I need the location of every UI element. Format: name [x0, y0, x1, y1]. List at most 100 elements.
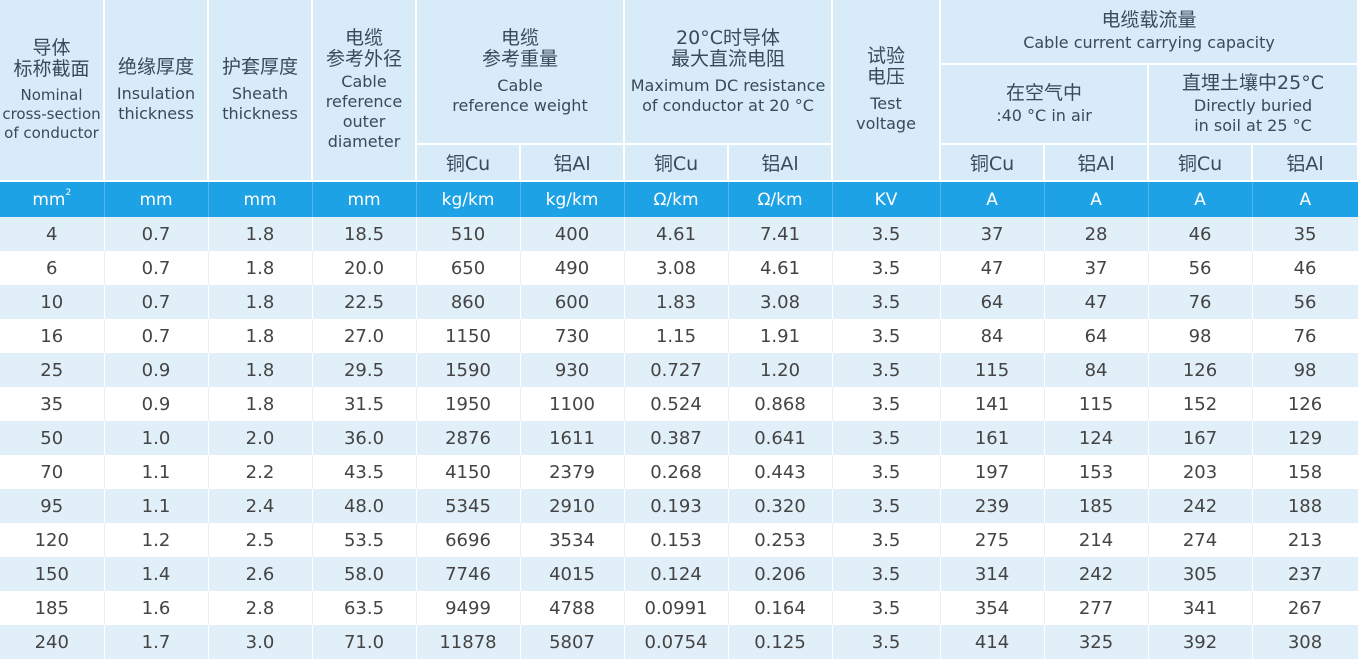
- table-cell: 76: [1252, 319, 1358, 353]
- table-cell: 277: [1044, 591, 1149, 625]
- table-cell: 354: [940, 591, 1045, 625]
- table-cell: 274: [1148, 523, 1253, 557]
- header-weight-en: Cable reference weight: [452, 75, 588, 115]
- table-cell: 98: [1148, 319, 1253, 353]
- data-rows: 4 0.7 1.8 18.5 510 400 4.61 7.41 3.5 37 28 46 35 6 0.7…: [0, 217, 1358, 659]
- table-cell: 2.4: [208, 489, 313, 523]
- table-cell: 0.0754: [624, 625, 729, 659]
- table-cell: 1.20: [728, 353, 833, 387]
- header-air-zh: 在空气中: [1006, 81, 1083, 104]
- table-cell: 50: [0, 421, 105, 455]
- table-cell: 141: [940, 387, 1045, 421]
- table-cell: 188: [1252, 489, 1358, 523]
- table-cell: 31.5: [312, 387, 417, 421]
- table-cell: 3.5: [832, 319, 941, 353]
- table-cell: 7.41: [728, 217, 833, 251]
- table-cell: 414: [940, 625, 1045, 659]
- unit-cell: kg/km: [520, 181, 625, 217]
- table-cell: 3.5: [832, 251, 941, 285]
- table-cell: 35: [1252, 217, 1358, 251]
- table-row: 16 0.7 1.8 27.0 1150 730 1.15 1.91 3.5 84 64 98 76: [0, 319, 1358, 353]
- table-cell: 1.4: [104, 557, 209, 591]
- table-cell: 239: [940, 489, 1045, 523]
- table-cell: 1.8: [208, 217, 313, 251]
- table-cell: 0.443: [728, 455, 833, 489]
- table-cell: 0.125: [728, 625, 833, 659]
- table-cell: 0.7: [104, 251, 209, 285]
- header-nominal-en: Nominal cross-section of conductor: [2, 85, 101, 142]
- table-cell: 197: [940, 455, 1045, 489]
- table-cell: 3.5: [832, 455, 941, 489]
- header-diameter-en: Cable reference outer diameter: [325, 72, 403, 151]
- table-cell: 58.0: [312, 557, 417, 591]
- table-cell: 1.1: [104, 455, 209, 489]
- table-cell: 930: [520, 353, 625, 387]
- table-cell: 3.5: [832, 591, 941, 625]
- unit-cell: mm: [104, 181, 209, 217]
- table-cell: 115: [1044, 387, 1149, 421]
- table-cell: 150: [0, 557, 105, 591]
- table-cell: 308: [1252, 625, 1358, 659]
- table-row: 185 1.6 2.8 63.5 9499 4788 0.0991 0.164 3.5 354 27…: [0, 591, 1358, 625]
- table-cell: 1950: [416, 387, 521, 421]
- table-cell: 10: [0, 285, 105, 319]
- table-cell: 4: [0, 217, 105, 251]
- header-resistance-zh: 20°C时导体 最大直流电阻: [671, 26, 786, 70]
- table-cell: 341: [1148, 591, 1253, 625]
- table-cell: 11878: [416, 625, 521, 659]
- table-cell: 0.524: [624, 387, 729, 421]
- table-cell: 0.7: [104, 217, 209, 251]
- header-capacity-en: Cable current carrying capacity: [1023, 33, 1275, 52]
- table-cell: 70: [0, 455, 105, 489]
- table-cell: 28: [1044, 217, 1149, 251]
- table-cell: 242: [1044, 557, 1149, 591]
- table-cell: 4015: [520, 557, 625, 591]
- table-cell: 84: [940, 319, 1045, 353]
- table-cell: 9499: [416, 591, 521, 625]
- table-cell: 0.641: [728, 421, 833, 455]
- table-cell: 1.2: [104, 523, 209, 557]
- table-cell: 5345: [416, 489, 521, 523]
- table-cell: 3.08: [728, 285, 833, 319]
- table-cell: 84: [1044, 353, 1149, 387]
- table-cell: 5807: [520, 625, 625, 659]
- header-resistance-al: 铝Al: [728, 144, 834, 182]
- table-cell: 237: [1252, 557, 1358, 591]
- unit-cell: A: [1148, 181, 1253, 217]
- table-cell: 0.193: [624, 489, 729, 523]
- table-cell: 1.8: [208, 319, 313, 353]
- table-cell: 126: [1252, 387, 1358, 421]
- table-cell: 0.9: [104, 353, 209, 387]
- table-cell: 1.1: [104, 489, 209, 523]
- table-cell: 305: [1148, 557, 1253, 591]
- table-row: 50 1.0 2.0 36.0 2876 1611 0.387 0.641 3.5 161 124 1…: [0, 421, 1358, 455]
- table-cell: 730: [520, 319, 625, 353]
- table-cell: 275: [940, 523, 1045, 557]
- table-cell: 29.5: [312, 353, 417, 387]
- table-cell: 7746: [416, 557, 521, 591]
- table-cell: 0.0991: [624, 591, 729, 625]
- table-cell: 213: [1252, 523, 1358, 557]
- header-voltage-zh: 试验 电压: [867, 45, 906, 88]
- table-row: 240 1.7 3.0 71.0 11878 5807 0.0754 0.125 3.5 414 3…: [0, 625, 1358, 659]
- table-cell: 0.7: [104, 285, 209, 319]
- unit-cell: mm2: [0, 181, 105, 217]
- table-cell: 2.2: [208, 455, 313, 489]
- table-cell: 53.5: [312, 523, 417, 557]
- header-weight-zh: 电缆 参考重量: [481, 26, 558, 70]
- header-sheath-thickness: 护套厚度 Sheath thickness: [208, 0, 313, 182]
- table-cell: 1.0: [104, 421, 209, 455]
- header-insulation-en: Insulation thickness: [116, 83, 196, 123]
- header-insulation-zh: 绝缘厚度: [117, 55, 194, 78]
- table-cell: 4.61: [624, 217, 729, 251]
- table-cell: 3.5: [832, 557, 941, 591]
- header-air-al: 铝Al: [1044, 144, 1150, 182]
- table-cell: 0.868: [728, 387, 833, 421]
- table-cell: 3.08: [624, 251, 729, 285]
- header-weight-al: 铝Al: [520, 144, 625, 182]
- table-cell: 76: [1148, 285, 1253, 319]
- table-cell: 6696: [416, 523, 521, 557]
- table-cell: 314: [940, 557, 1045, 591]
- table-cell: 56: [1252, 285, 1358, 319]
- table-cell: 1100: [520, 387, 625, 421]
